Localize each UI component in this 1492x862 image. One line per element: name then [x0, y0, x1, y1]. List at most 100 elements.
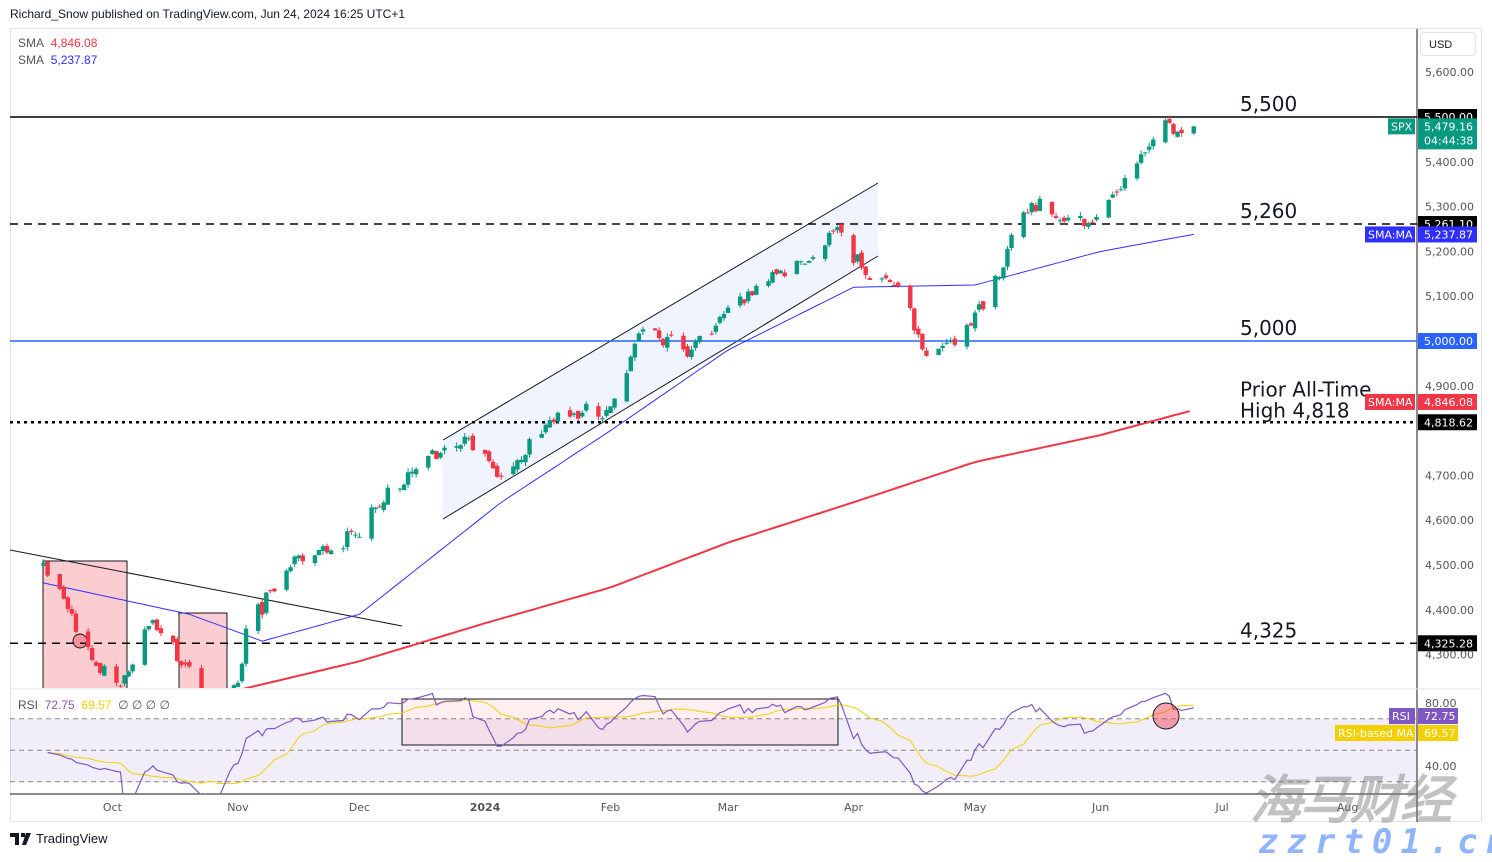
candle — [381, 500, 386, 513]
candle-body — [328, 550, 334, 555]
candle — [341, 545, 346, 553]
candle — [511, 462, 516, 478]
rsi-value: 72.75 — [1424, 710, 1456, 723]
candle — [187, 659, 192, 669]
level-axis-tag — [1418, 635, 1477, 652]
channel-lower-line[interactable] — [442, 255, 879, 520]
highlight-box — [42, 560, 128, 688]
candle-body — [1167, 119, 1172, 123]
candle-body — [867, 278, 872, 280]
candle-body — [150, 620, 156, 624]
rsi-legend: RSI 72.75 69.57 ∅ ∅ ∅ ∅ — [18, 698, 170, 712]
level-axis-value: 4,325.28 — [1424, 637, 1473, 650]
trendline[interactable] — [10, 549, 403, 627]
candle-body — [94, 662, 99, 666]
sma-200-value: 4,846.08 — [50, 36, 98, 50]
candle-body — [1142, 152, 1148, 154]
sma-50-name-tag — [1365, 226, 1415, 243]
candle-body — [458, 445, 463, 449]
candle — [288, 564, 293, 573]
candle — [268, 589, 273, 594]
candle — [69, 605, 75, 617]
candle — [183, 659, 188, 668]
candle-body — [146, 625, 152, 630]
candle-body — [624, 373, 629, 402]
candle — [725, 304, 731, 314]
candle-body — [908, 285, 913, 308]
candle-body — [1134, 163, 1140, 179]
candle-body — [401, 484, 407, 491]
candle — [284, 569, 289, 592]
candle-body — [547, 420, 552, 428]
time-tick: Jun — [1091, 801, 1109, 814]
candle — [628, 354, 633, 372]
rsi-tick: 80.00 — [1425, 697, 1457, 710]
candle-body — [827, 232, 832, 245]
candle-body — [256, 604, 261, 631]
candle — [717, 315, 723, 325]
sma-label: SMA — [18, 53, 45, 67]
candle-body — [669, 334, 674, 336]
candle-body — [426, 455, 431, 468]
candle — [1118, 185, 1124, 192]
candle-body — [523, 455, 528, 463]
candle — [203, 705, 207, 711]
currency-button[interactable]: USD — [1420, 32, 1476, 56]
candle-body — [709, 333, 714, 335]
candle — [746, 288, 751, 304]
candle-body — [454, 446, 459, 448]
candle — [571, 412, 577, 418]
candle-body — [693, 340, 698, 348]
candle-body — [993, 275, 998, 308]
candle-body — [600, 418, 605, 420]
candle-body — [203, 707, 207, 711]
candle — [231, 683, 237, 688]
candle-body — [357, 536, 362, 538]
candle-body — [264, 592, 269, 613]
rsi-value: 72.75 — [44, 698, 75, 712]
candle-body — [324, 546, 330, 553]
candle — [126, 670, 131, 678]
candle — [482, 449, 488, 457]
candle — [264, 591, 269, 615]
candle — [243, 624, 249, 667]
candle-body — [1191, 126, 1196, 134]
candle — [584, 401, 589, 413]
candle — [547, 416, 552, 429]
candle — [940, 342, 945, 352]
candle-body — [1082, 218, 1087, 226]
candle — [316, 549, 322, 556]
candle — [661, 337, 666, 348]
candle-body — [1090, 221, 1095, 223]
last-price-tag — [1418, 118, 1477, 150]
candle — [936, 348, 941, 356]
candle — [207, 706, 211, 717]
level-axis-value: 4,818.62 — [1424, 416, 1473, 429]
candle — [908, 284, 913, 311]
tradingview-brand: TradingView — [36, 831, 108, 846]
candle — [665, 333, 670, 352]
price-tick: 4,600.00 — [1425, 514, 1474, 527]
candle — [114, 663, 119, 687]
rsi-ma-name: RSI-based MA — [1338, 727, 1414, 740]
candle-body — [948, 340, 953, 342]
sma-50-line — [43, 233, 1194, 642]
candle — [859, 250, 864, 271]
candle — [827, 230, 832, 248]
candle-body — [774, 269, 779, 274]
tradingview-logo[interactable]: TradingView — [10, 831, 108, 846]
candle — [65, 595, 71, 613]
candle — [879, 277, 885, 283]
candle — [466, 436, 471, 441]
candle-body — [835, 227, 840, 231]
candle — [802, 263, 808, 266]
channel-upper-line[interactable] — [442, 182, 879, 441]
price-tick: 4,400.00 — [1425, 604, 1474, 617]
candle — [612, 398, 617, 410]
price-tick: 5,200.00 — [1425, 245, 1474, 258]
candle — [57, 573, 62, 591]
candle — [1066, 215, 1071, 223]
level-annotation: Prior All-Time — [1240, 377, 1371, 401]
candle — [980, 300, 986, 311]
